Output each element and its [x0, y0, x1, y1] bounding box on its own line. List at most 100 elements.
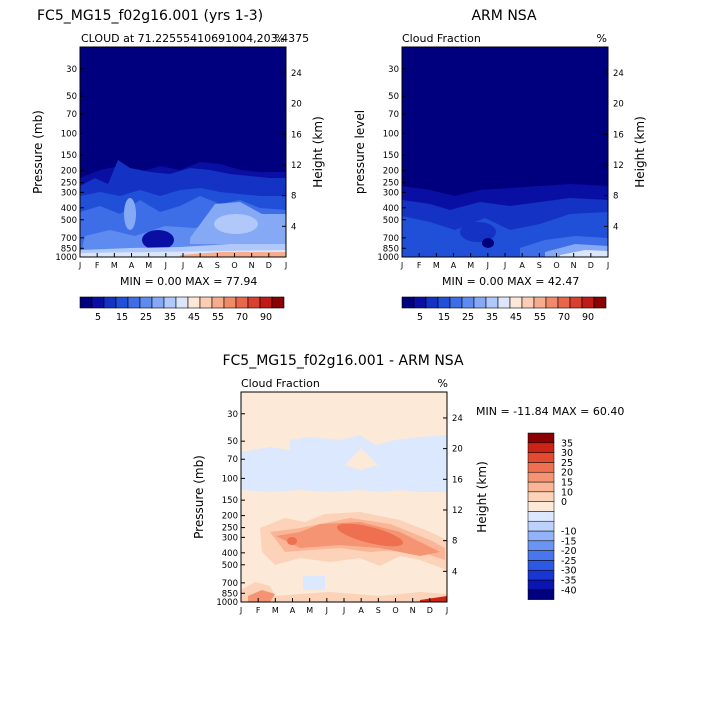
colorbar-label: -35 — [561, 576, 577, 587]
colorbar-label: 35 — [486, 312, 498, 323]
colorbar-swatch — [527, 530, 555, 542]
height-tick-label: 8 — [291, 192, 296, 202]
field-band — [420, 596, 447, 602]
colorbar-swatch — [527, 442, 555, 453]
colorbar-swatch — [527, 432, 555, 444]
colorbar-swatch — [473, 296, 487, 309]
colorbar-label: 10 — [561, 487, 573, 498]
colorbar-swatch — [247, 296, 261, 309]
colorbar-swatch — [527, 560, 555, 571]
month-tick-label: M — [145, 261, 152, 270]
panel-model-ylabel: Pressure (mb) — [31, 110, 45, 194]
colorbar-swatch — [527, 481, 555, 493]
height-tick-label: 20 — [613, 100, 624, 110]
field-band — [142, 230, 174, 250]
panel-diff-units: % — [438, 377, 448, 390]
pressure-tick-label: 300 — [222, 533, 238, 543]
panel-diff-y2label: Height (km) — [475, 461, 489, 532]
month-tick-label: O — [392, 606, 398, 615]
pressure-tick-label: 300 — [61, 188, 77, 198]
pressure-tick-label: 300 — [383, 188, 399, 198]
panel-model-stats: MIN = 0.00 MAX = 77.94 — [120, 275, 257, 288]
colorbar-label: 45 — [510, 312, 522, 323]
month-tick-label: S — [376, 606, 381, 615]
colorbar-swatch — [413, 296, 427, 309]
panel-obs-stats: MIN = 0.00 MAX = 42.47 — [442, 275, 579, 288]
colorbar-swatch — [557, 296, 571, 309]
pressure-tick-label: 250 — [222, 524, 238, 534]
pressure-tick-label: 70 — [66, 110, 77, 120]
height-tick-label: 8 — [452, 537, 457, 547]
month-tick-label: J — [181, 261, 184, 270]
month-tick-label: A — [290, 606, 296, 615]
field-band — [482, 238, 494, 248]
month-tick-label: A — [451, 261, 457, 270]
panel-obs-y2label: Height (km) — [633, 116, 647, 187]
panel-diff-stats: MIN = -11.84 MAX = 60.40 — [476, 405, 624, 418]
colorbar-label: 90 — [260, 312, 272, 323]
colorbar-swatch — [79, 296, 93, 309]
pressure-tick-label: 400 — [383, 204, 399, 214]
colorbar-label: 25 — [140, 312, 152, 323]
colorbar-label: 35 — [561, 438, 573, 449]
field-band — [560, 250, 608, 257]
colorbar-label: 0 — [561, 497, 567, 508]
colorbar-swatch — [527, 501, 555, 512]
height-tick-label: 24 — [613, 69, 624, 79]
colorbar-label: 5 — [95, 312, 101, 323]
colorbar-label: 25 — [462, 312, 474, 323]
month-tick-label: J — [239, 606, 242, 615]
colorbar-swatch — [175, 296, 189, 309]
colorbar-swatch — [103, 296, 117, 309]
month-tick-label: D — [427, 606, 433, 615]
height-tick-label: 12 — [452, 506, 463, 516]
height-tick-label: 4 — [291, 222, 296, 232]
month-tick-label: F — [95, 261, 100, 270]
colorbar-swatch — [425, 296, 439, 309]
month-tick-label: O — [231, 261, 237, 270]
height-tick-label: 4 — [452, 567, 457, 577]
colorbar-swatch — [187, 296, 201, 309]
colorbar-swatch — [127, 296, 141, 309]
month-tick-label: J — [284, 261, 287, 270]
month-tick-label: S — [537, 261, 542, 270]
colorbar-label: 55 — [534, 312, 546, 323]
panel-diff: FC5_MG15_f02g16.001 - ARM NSA Cloud Frac… — [192, 353, 624, 615]
pressure-tick-label: 500 — [383, 216, 399, 226]
field-band — [460, 222, 496, 242]
colorbar-swatch — [271, 296, 285, 309]
colorbar-swatch — [91, 296, 105, 309]
colorbar-swatch — [449, 296, 463, 309]
colorbar-label: 25 — [561, 458, 573, 469]
colorbar-swatch — [527, 540, 555, 551]
panel-model-subtitle: CLOUD at 71.22555410691004,203.4375 — [81, 32, 309, 45]
colorbar-swatch — [163, 296, 177, 309]
colorbar-swatch — [437, 296, 451, 309]
month-tick-label: J — [606, 261, 609, 270]
month-tick-label: A — [519, 261, 525, 270]
pressure-tick-label: 70 — [388, 110, 399, 120]
colorbar-label: 70 — [236, 312, 248, 323]
pressure-tick-label: 150 — [61, 151, 77, 161]
colorbar-swatch — [527, 511, 555, 522]
pressure-tick-label: 150 — [222, 496, 238, 506]
colorbar-swatch — [259, 296, 273, 309]
panel-obs-title: ARM NSA — [471, 8, 536, 24]
colorbar-swatch — [527, 520, 555, 532]
panel-diff-subtitle: Cloud Fraction — [241, 377, 320, 390]
field-bg — [241, 392, 447, 602]
month-tick-label: D — [588, 261, 594, 270]
colorbar-swatch — [461, 296, 475, 309]
colorbar-label: 20 — [561, 468, 573, 479]
panel-model-colorbar: 5 15 25 35 45 55 70 90 — [79, 296, 285, 323]
month-tick-label: J — [400, 261, 403, 270]
month-tick-label: J — [342, 606, 345, 615]
colorbar-label: 15 — [116, 312, 128, 323]
month-tick-label: M — [306, 606, 313, 615]
month-tick-label: M — [272, 606, 279, 615]
colorbar-label: 55 — [212, 312, 224, 323]
pressure-tick-label: 500 — [222, 561, 238, 571]
pressure-tick-label: 30 — [66, 65, 77, 75]
field-band — [336, 523, 404, 547]
colorbar-swatch — [593, 296, 607, 309]
